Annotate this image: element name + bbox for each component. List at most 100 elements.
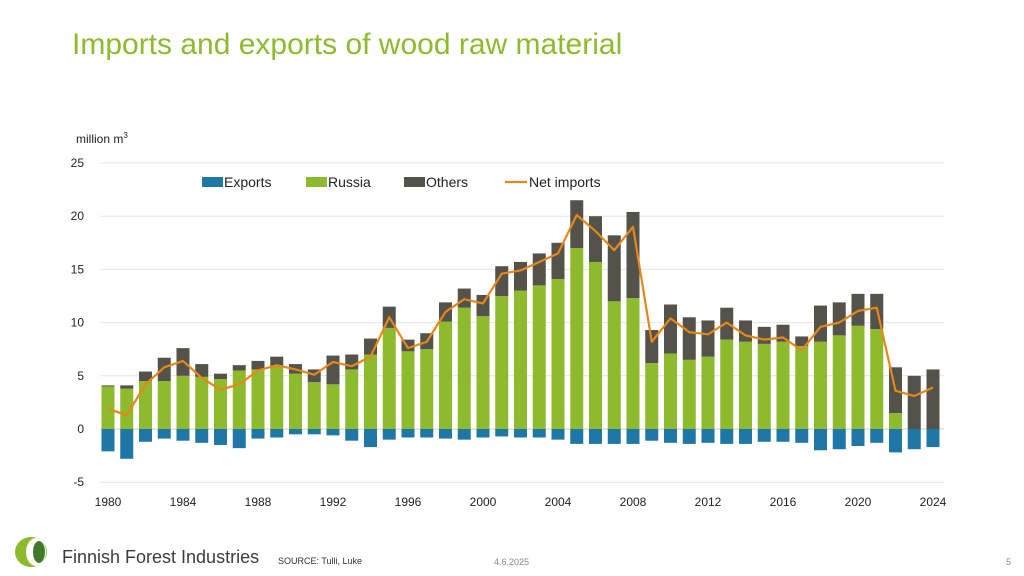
exports-bar <box>589 429 602 444</box>
russia-bar <box>551 278 565 429</box>
russia-bar <box>157 381 171 429</box>
others-bar <box>664 304 677 354</box>
legend-label: Net imports <box>529 174 601 190</box>
others-bar <box>757 326 771 344</box>
others-bar <box>589 216 602 262</box>
exports-bar <box>439 429 452 439</box>
exports-bar <box>626 429 640 444</box>
y-tick-label: 10 <box>71 316 85 330</box>
others-bar <box>701 320 715 357</box>
exports-bar <box>889 429 902 453</box>
exports-bar <box>664 429 677 443</box>
exports-bar <box>214 429 227 445</box>
exports-bar <box>551 429 565 440</box>
others-bar <box>907 375 921 429</box>
russia-bar <box>682 359 696 429</box>
others-bar <box>626 211 640 299</box>
exports-bar <box>382 429 396 440</box>
x-tick-label: 1996 <box>395 495 422 509</box>
exports-bar <box>176 429 190 441</box>
exports-bar <box>926 429 940 448</box>
exports-bar <box>307 429 321 435</box>
y-tick-label: 15 <box>71 262 85 276</box>
exports-bar <box>401 429 415 438</box>
russia-bar <box>514 290 527 429</box>
exports-bar <box>157 429 171 439</box>
russia-bar <box>814 341 827 429</box>
net-imports-line <box>107 214 934 417</box>
russia-bar <box>195 376 209 429</box>
others-bar <box>101 385 115 387</box>
russia-bar <box>457 307 471 429</box>
exports-bar <box>495 429 509 437</box>
russia-bar <box>326 384 340 429</box>
y-tick-label: -5 <box>73 475 84 489</box>
others-bar <box>832 302 846 336</box>
exports-bar <box>870 429 884 443</box>
russia-bar <box>270 366 284 429</box>
others-bar <box>551 242 565 279</box>
exports-bar <box>364 429 377 448</box>
others-bar <box>607 235 621 302</box>
x-tick-label: 2008 <box>620 495 647 509</box>
russia-bar <box>701 356 715 429</box>
others-bar <box>776 324 790 342</box>
russia-bar <box>832 335 846 429</box>
others-bar <box>120 385 134 389</box>
exports-bar <box>776 429 790 442</box>
russia-bar <box>645 363 659 429</box>
exports-bar <box>514 429 527 438</box>
russia-bar <box>439 321 452 429</box>
russia-bar <box>626 298 640 429</box>
exports-bar <box>345 429 359 441</box>
russia-bar <box>720 339 734 429</box>
x-tick-label: 1980 <box>95 495 122 509</box>
legend-swatch <box>306 177 327 187</box>
exports-bar <box>682 429 696 444</box>
others-bar <box>401 339 415 352</box>
russia-bar <box>570 248 584 429</box>
russia-bar <box>776 341 790 429</box>
russia-bar <box>382 327 396 429</box>
source-note: SOURCE: Tulli, Luke <box>278 556 363 566</box>
others-bar <box>139 371 152 382</box>
others-bar <box>926 369 940 429</box>
exports-bar <box>251 429 265 439</box>
russia-bar <box>739 341 752 429</box>
page-number: 5 <box>1006 557 1012 567</box>
legend-label: Exports <box>224 174 271 190</box>
russia-bar <box>345 369 359 429</box>
y-tick-label: 5 <box>77 369 84 383</box>
y-tick-label: 20 <box>71 209 85 223</box>
russia-bar <box>607 301 621 429</box>
russia-bar <box>870 328 884 429</box>
exports-bar <box>570 429 584 444</box>
others-bar <box>251 360 265 370</box>
russia-bar <box>120 388 134 429</box>
x-tick-label: 1984 <box>170 495 197 509</box>
russia-bar <box>364 354 377 429</box>
russia-bar <box>401 351 415 429</box>
russia-bar <box>289 373 302 429</box>
x-tick-label: 2012 <box>695 495 722 509</box>
slide-date: 4.6.2025 <box>494 557 530 567</box>
russia-bar <box>307 382 321 429</box>
exports-bar <box>457 429 471 440</box>
others-bar <box>532 253 546 286</box>
exports-bar <box>607 429 621 444</box>
russia-bar <box>101 386 115 429</box>
russia-bar <box>532 285 546 429</box>
x-tick-label: 1988 <box>245 495 272 509</box>
others-bar <box>270 356 284 367</box>
finnish-forest-industries-logo-icon <box>15 537 47 567</box>
exports-bar <box>814 429 827 451</box>
exports-bar <box>757 429 771 442</box>
russia-bar <box>664 353 677 429</box>
russia-bar <box>851 325 865 429</box>
x-tick-label: 1992 <box>320 495 347 509</box>
slide-title: Imports and exports of wood raw material <box>72 28 623 61</box>
exports-bar <box>139 429 152 442</box>
others-bar <box>214 373 227 379</box>
exports-bar <box>101 429 115 452</box>
